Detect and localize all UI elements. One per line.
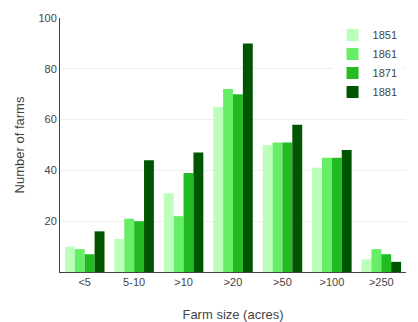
svg-text:>10: >10 bbox=[174, 276, 193, 288]
svg-text:1871: 1871 bbox=[373, 67, 397, 79]
svg-text:60: 60 bbox=[45, 113, 57, 125]
svg-text:>50: >50 bbox=[273, 276, 292, 288]
svg-text:1881: 1881 bbox=[373, 86, 397, 98]
svg-text:>20: >20 bbox=[224, 276, 243, 288]
svg-text:Farm size (acres): Farm size (acres) bbox=[182, 307, 283, 322]
svg-text:1851: 1851 bbox=[373, 29, 397, 41]
svg-text:Number of farms: Number of farms bbox=[12, 96, 27, 193]
svg-text:80: 80 bbox=[45, 63, 57, 75]
svg-text:<5: <5 bbox=[78, 276, 91, 288]
svg-text:40: 40 bbox=[45, 164, 57, 176]
svg-text:5-10: 5-10 bbox=[123, 276, 145, 288]
svg-text:100: 100 bbox=[38, 12, 56, 24]
svg-text:1861: 1861 bbox=[373, 48, 397, 60]
svg-text:>100: >100 bbox=[319, 276, 344, 288]
svg-text:20: 20 bbox=[45, 215, 57, 227]
svg-text:>250: >250 bbox=[369, 276, 394, 288]
